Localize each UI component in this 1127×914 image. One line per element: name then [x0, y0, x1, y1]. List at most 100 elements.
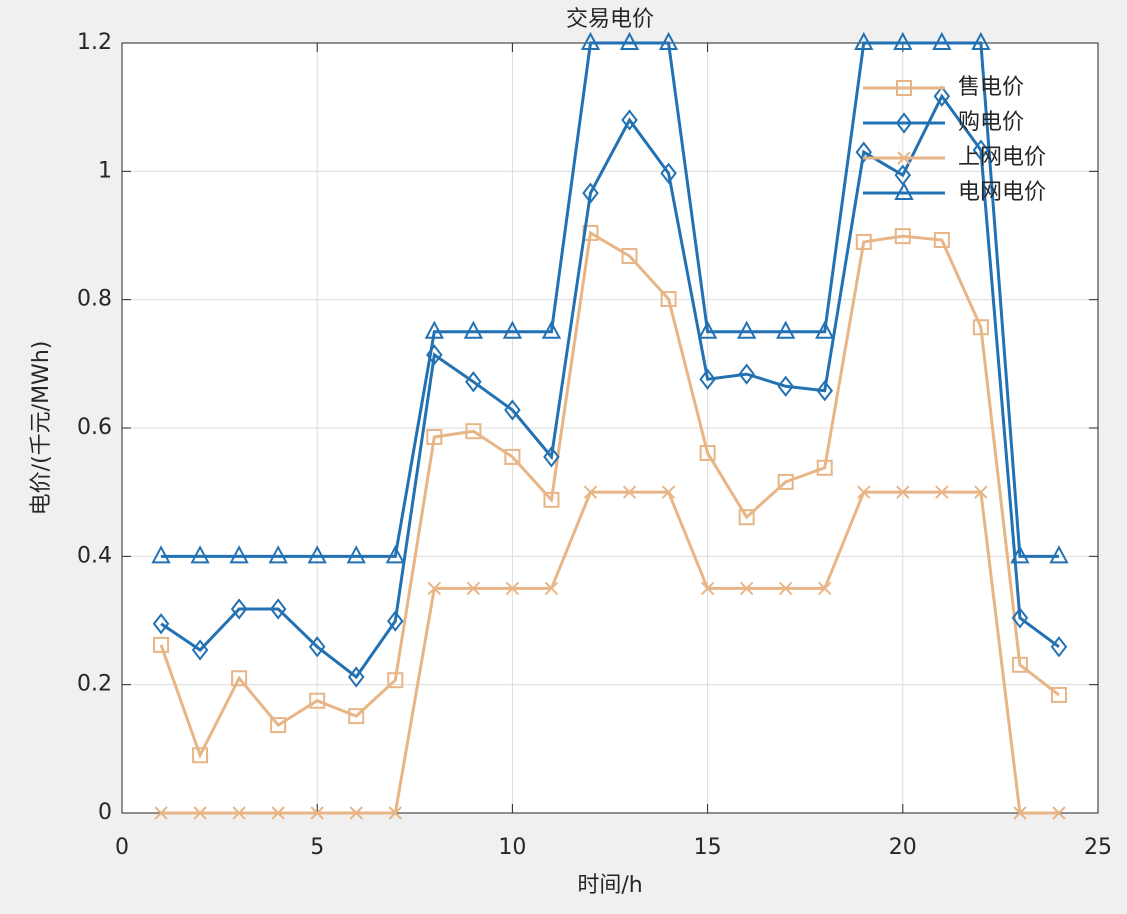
marker [971, 31, 991, 50]
marker [660, 162, 677, 184]
legend-marker [897, 151, 911, 165]
marker [543, 446, 560, 468]
marker [385, 545, 405, 564]
marker [816, 459, 833, 476]
marker [893, 31, 913, 50]
x-tick-label: 10 [498, 835, 526, 860]
marker [465, 371, 482, 393]
marker [1011, 656, 1028, 673]
series-line [161, 41, 1059, 558]
legend-label: 购电价 [958, 110, 1024, 135]
y-axis-label: 电价/(千元/MWh) [29, 341, 54, 516]
marker [855, 233, 872, 250]
x-tick-label: 0 [115, 835, 129, 860]
marker [933, 231, 950, 248]
marker [426, 428, 443, 445]
marker [935, 485, 949, 499]
marker [621, 109, 638, 131]
marker [974, 485, 988, 499]
marker [894, 228, 911, 245]
marker [309, 692, 326, 709]
marker [583, 485, 598, 499]
marker [466, 581, 481, 596]
marker [658, 31, 679, 50]
marker [699, 445, 716, 462]
marker [854, 31, 874, 50]
y-tick-label: 0.4 [77, 543, 112, 568]
marker [1010, 545, 1030, 564]
marker [700, 581, 715, 596]
marker [502, 320, 523, 339]
marker [193, 806, 207, 820]
marker [896, 485, 910, 499]
marker [818, 581, 832, 596]
marker [388, 806, 402, 820]
marker [697, 320, 718, 339]
marker [777, 375, 794, 397]
y-tick-label: 1 [98, 158, 112, 183]
chart-title: 交易电价 [566, 7, 654, 32]
marker [1011, 607, 1029, 629]
y-tick-label: 0.2 [77, 672, 112, 697]
marker [660, 291, 677, 308]
marker [154, 806, 168, 820]
marker [621, 248, 638, 265]
marker [776, 320, 796, 339]
marker [739, 581, 754, 596]
legend-label: 售电价 [958, 75, 1024, 100]
marker [151, 545, 171, 564]
marker [777, 473, 794, 490]
marker [1052, 806, 1066, 820]
y-tick-label: 0 [98, 800, 112, 825]
marker [582, 182, 599, 204]
x-tick-label: 5 [310, 835, 324, 860]
marker [349, 806, 363, 820]
marker [271, 806, 285, 820]
marker [269, 598, 287, 620]
marker [387, 610, 404, 632]
marker [270, 717, 287, 734]
marker [229, 545, 249, 564]
marker [192, 747, 209, 764]
marker [232, 806, 246, 820]
marker [424, 320, 444, 339]
marker [505, 581, 520, 596]
marker [816, 380, 833, 402]
marker [855, 141, 873, 163]
marker [310, 806, 324, 820]
marker [815, 320, 835, 339]
marker [427, 581, 442, 596]
y-tick-label: 0.6 [77, 415, 112, 440]
marker [465, 423, 482, 440]
marker [463, 320, 484, 339]
x-axis-label: 时间/h [577, 873, 642, 898]
legend-marker [894, 181, 914, 200]
marker [580, 31, 601, 50]
marker [230, 598, 248, 620]
marker [972, 139, 990, 161]
marker [346, 545, 366, 564]
x-tick-label: 25 [1084, 835, 1112, 860]
marker [307, 545, 327, 564]
legend-label: 电网电价 [958, 180, 1046, 205]
marker [504, 399, 521, 421]
marker [504, 448, 521, 465]
marker [972, 319, 989, 336]
x-tick-label: 20 [889, 835, 917, 860]
marker [308, 636, 326, 658]
marker [738, 509, 755, 526]
legend-marker [896, 80, 912, 96]
legend-marker [895, 112, 913, 134]
marker [932, 31, 952, 50]
marker [699, 368, 716, 390]
marker [153, 636, 170, 653]
series-line [161, 490, 1059, 815]
marker [152, 613, 170, 635]
marker [619, 31, 640, 50]
marker [738, 363, 755, 385]
marker [544, 581, 559, 596]
marker [857, 485, 871, 499]
marker [268, 545, 288, 564]
marker [1050, 636, 1068, 658]
